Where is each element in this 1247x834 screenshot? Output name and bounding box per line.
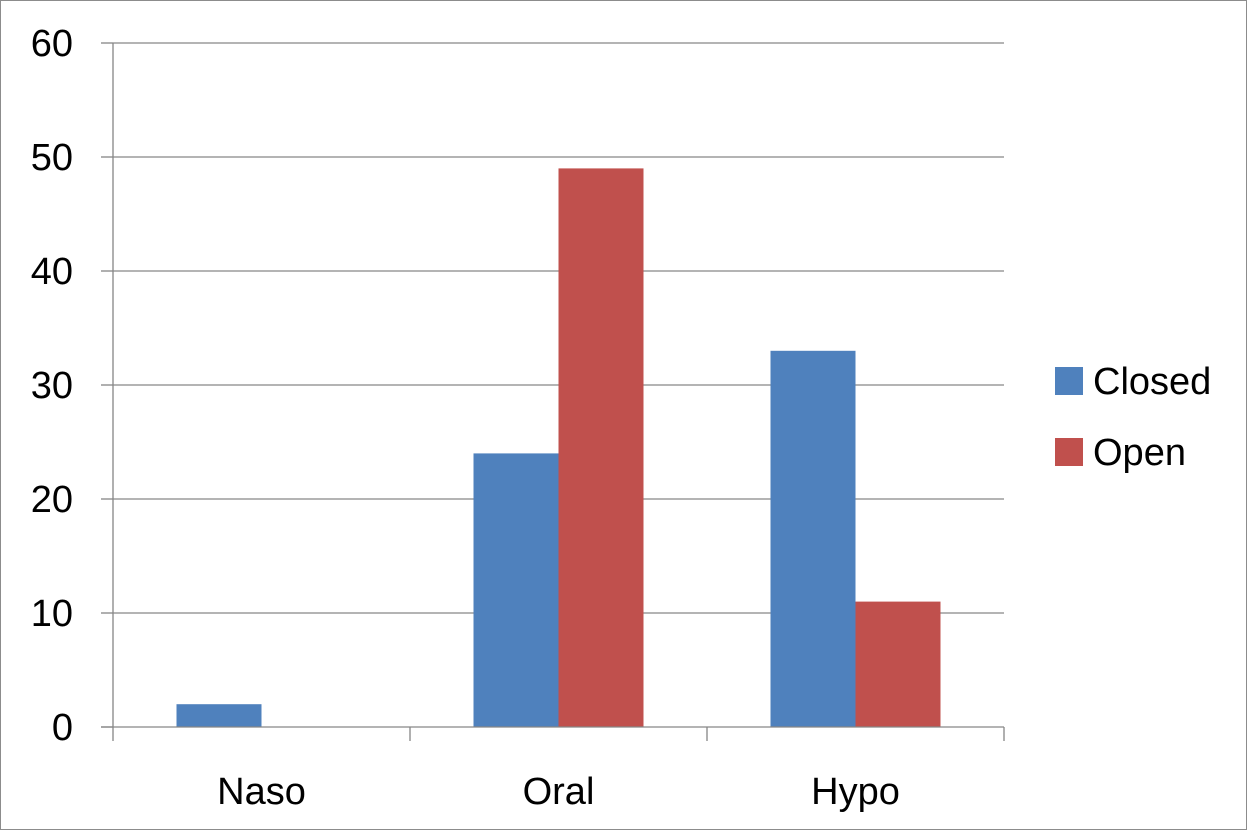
bar-closed-oral [473,453,559,727]
x-tick-label: Oral [523,771,595,813]
bar-open-oral [558,168,644,727]
y-tick-label: 30 [31,365,73,407]
y-tick-label: 50 [31,137,73,179]
legend-swatch-open [1055,438,1083,466]
y-tick-label: 0 [52,707,73,749]
y-tick-label: 10 [31,593,73,635]
legend: Closed Open [1055,361,1211,474]
y-tick-label: 20 [31,479,73,521]
bar-closed-naso [176,704,262,727]
axes [101,42,1005,741]
x-tick-label: Naso [217,771,306,813]
legend-label-open: Open [1093,432,1186,474]
x-tick-labels: Naso Oral Hypo [217,771,900,813]
x-tick-label: Hypo [811,771,900,813]
bars [176,168,941,727]
y-tick-label: 40 [31,251,73,293]
y-tick-labels: 0 10 20 30 40 50 60 [31,23,73,749]
bar-open-hypo [855,601,941,727]
bar-closed-hypo [770,350,856,727]
y-tick-label: 60 [31,23,73,65]
legend-swatch-closed [1055,367,1083,395]
legend-label-closed: Closed [1093,361,1211,403]
